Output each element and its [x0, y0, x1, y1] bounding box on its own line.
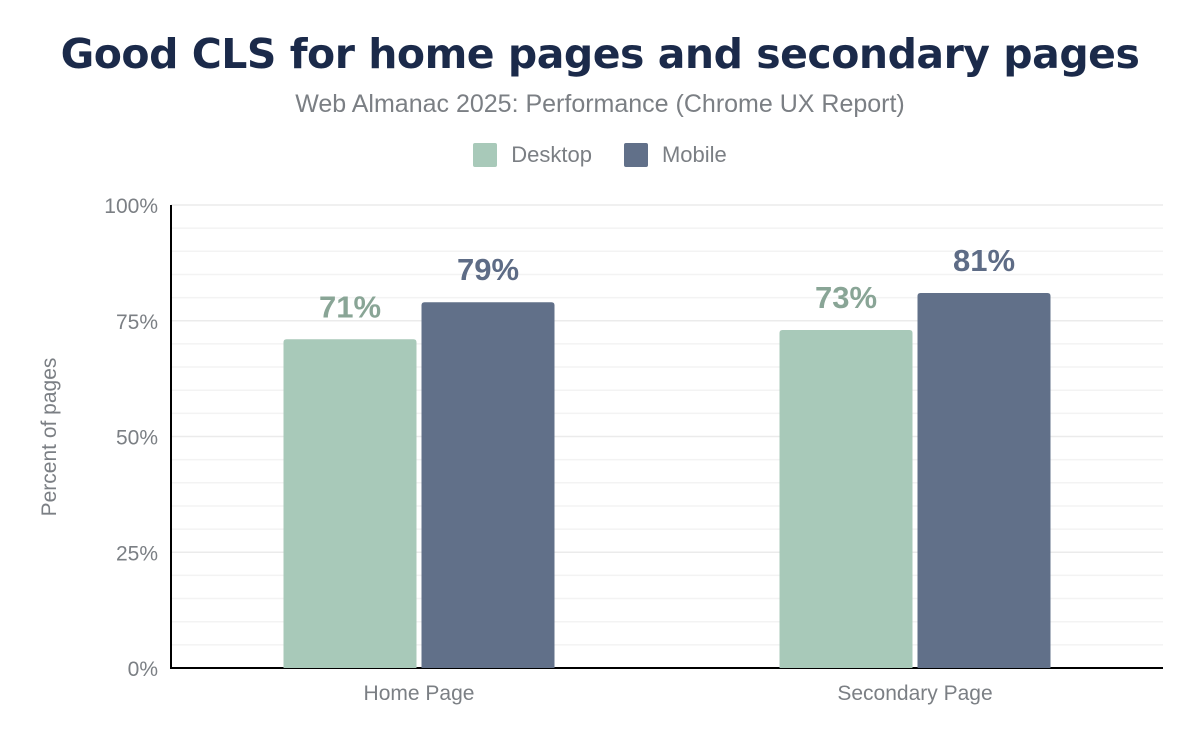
bar-mobile	[917, 292, 1051, 668]
y-tick-label: 25%	[116, 542, 158, 565]
chart-subtitle: Web Almanac 2025: Performance (Chrome UX…	[295, 90, 905, 118]
legend-label-mobile: Mobile	[661, 142, 727, 167]
legend-item-mobile[interactable]: Mobile	[623, 142, 727, 168]
x-tick-label: Secondary Page	[837, 682, 992, 705]
bar-mobile	[421, 302, 555, 668]
bar-desktop	[779, 330, 913, 668]
chart-title: Good CLS for home pages and secondary pa…	[60, 30, 1140, 78]
x-tick-label: Home Page	[364, 682, 475, 705]
data-label: 81%	[953, 243, 1015, 278]
y-tick-label: 0%	[128, 658, 158, 681]
legend-item-desktop[interactable]: Desktop	[473, 142, 592, 168]
y-tick-label: 75%	[116, 311, 158, 334]
legend-label-desktop: Desktop	[511, 142, 592, 167]
y-tick-label: 50%	[116, 427, 158, 450]
legend-swatch-mobile	[623, 143, 648, 167]
legend: Desktop Mobile	[0, 142, 1200, 168]
data-label: 73%	[815, 280, 877, 315]
data-label: 79%	[457, 252, 519, 287]
bar-desktop	[283, 339, 417, 668]
data-label: 71%	[319, 289, 381, 324]
legend-swatch-desktop	[473, 143, 498, 167]
y-tick-label: 100%	[104, 195, 158, 218]
y-axis-label: Percent of pages	[38, 358, 61, 517]
